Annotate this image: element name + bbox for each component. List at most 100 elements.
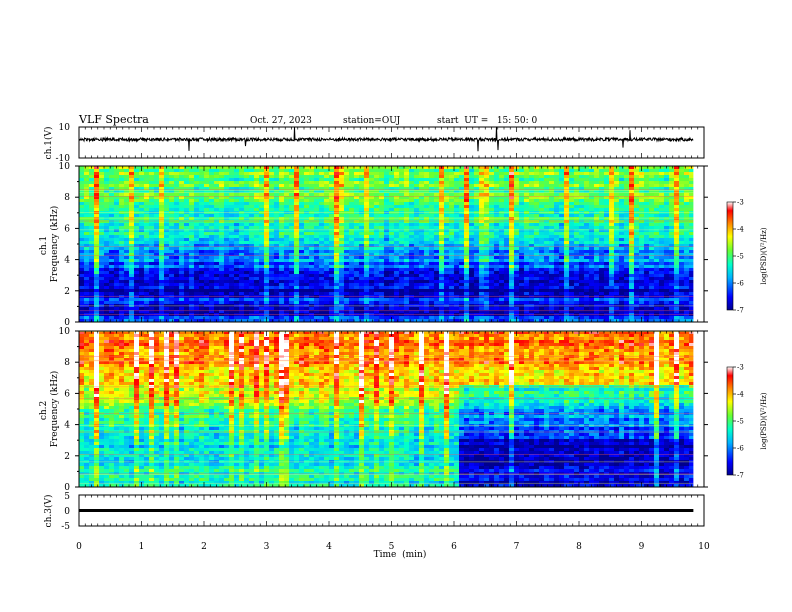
spectrogram-cell	[429, 229, 435, 233]
spectrogram-cell	[179, 223, 185, 227]
spectrogram-cell	[659, 193, 665, 197]
spectrogram-cell	[149, 232, 155, 236]
spectrogram-cell	[124, 190, 130, 194]
spectrogram-cell	[159, 169, 165, 173]
spectrogram-cell	[474, 283, 480, 287]
spectrogram-cell	[509, 265, 515, 269]
spectrogram-cell	[404, 268, 410, 272]
spectrogram-cell	[529, 181, 535, 185]
spectrogram-cell	[199, 223, 205, 227]
spectrogram-cell	[464, 244, 470, 248]
spectrogram-cell	[649, 232, 655, 236]
spectrogram-cell	[624, 262, 630, 266]
spectrogram-cell	[79, 256, 85, 260]
spectrogram-cell	[434, 238, 440, 242]
spectrogram-cell	[309, 205, 315, 209]
spectrogram-cell	[689, 202, 694, 206]
spectrogram-cell	[574, 223, 580, 227]
spectrogram-cell	[354, 283, 360, 287]
spectrogram-cell	[204, 217, 210, 221]
spectrogram-cell	[364, 277, 370, 281]
spectrogram-cell	[564, 205, 570, 209]
spectrogram-cell	[524, 253, 530, 257]
spectrogram-cell	[479, 274, 485, 278]
spectrogram-cell	[399, 280, 405, 284]
spectrogram-cell	[199, 199, 205, 203]
spectrogram-cell	[149, 181, 155, 185]
spectrogram-cell	[674, 175, 680, 179]
spectrogram-cell	[444, 280, 450, 284]
spectrogram-cell	[319, 226, 325, 230]
spectrogram-cell	[529, 184, 535, 188]
spectrogram-cell	[219, 208, 225, 212]
spectrogram-cell	[669, 274, 675, 278]
spectrogram-cell	[124, 217, 130, 221]
spectrogram-cell	[254, 241, 260, 245]
spectrogram-cell	[389, 253, 395, 257]
spectrogram-cell	[639, 184, 645, 188]
spectrogram-cell	[574, 232, 580, 236]
spectrogram-cell	[114, 187, 120, 191]
spectrogram-cell	[399, 274, 405, 278]
spectrogram-cell	[439, 178, 445, 182]
spectrogram-cell	[274, 217, 280, 221]
spectrogram-cell	[649, 235, 655, 239]
spectrogram-cell	[119, 232, 125, 236]
spectrogram-cell	[389, 274, 395, 278]
spectrogram-cell	[689, 238, 694, 242]
spectrogram-cell	[434, 262, 440, 266]
spectrogram-cell	[284, 208, 290, 212]
spectrogram-cell	[209, 172, 215, 176]
spectrogram-cell	[534, 214, 540, 218]
spectrogram-cell	[139, 211, 145, 215]
spectrogram-cell	[399, 214, 405, 218]
spectrogram-cell	[334, 193, 340, 197]
spectrogram-cell	[549, 229, 555, 233]
spectrogram-cell	[159, 193, 165, 197]
spectrogram-cell	[394, 172, 400, 176]
spectrogram-cell	[639, 226, 645, 230]
spectrogram-cell	[479, 226, 485, 230]
spectrogram-cell	[124, 250, 130, 254]
spectrogram-cell	[204, 253, 210, 257]
spectrogram-cell	[84, 280, 90, 284]
spectrogram-cell	[534, 232, 540, 236]
spectrogram-cell	[559, 259, 565, 263]
spectrogram-cell	[254, 280, 260, 284]
spectrogram-cell	[429, 238, 435, 242]
spectrogram-cell	[484, 166, 490, 170]
spectrogram-cell	[174, 211, 180, 215]
spectrogram-cell	[374, 181, 380, 185]
spectrogram-cell	[634, 184, 640, 188]
spectrogram-cell	[504, 244, 510, 248]
spectrogram-cell	[559, 214, 565, 218]
spectrogram-cell	[459, 226, 465, 230]
spectrogram-cell	[319, 250, 325, 254]
spectrogram-cell	[529, 196, 535, 200]
spectrogram-cell	[174, 217, 180, 221]
spectrogram-cell	[329, 247, 335, 251]
spectrogram-cell	[684, 280, 690, 284]
spectrogram-cell	[564, 244, 570, 248]
spectrogram-cell	[549, 181, 555, 185]
spectrogram-cell	[564, 226, 570, 230]
spectrogram-cell	[244, 181, 250, 185]
spectrogram-cell	[259, 256, 265, 260]
spectrogram-cell	[489, 205, 495, 209]
spectrogram-cell	[379, 196, 385, 200]
spectrogram-cell	[174, 193, 180, 197]
spectrogram-cell	[679, 274, 685, 278]
spectrogram-cell	[684, 202, 690, 206]
spectrogram-cell	[174, 280, 180, 284]
spectrogram-cell	[674, 226, 680, 230]
spectrogram-cell	[484, 259, 490, 263]
spectrogram-cell	[499, 259, 505, 263]
spectrogram-cell	[304, 196, 310, 200]
spectrogram-cell	[459, 199, 465, 203]
spectrogram-cell	[519, 277, 525, 281]
spectrogram-cell	[544, 187, 550, 191]
spectrogram-cell	[594, 184, 600, 188]
spectrogram-cell	[194, 214, 200, 218]
spectrogram-cell	[264, 253, 270, 257]
spectrogram-cell	[659, 271, 665, 275]
